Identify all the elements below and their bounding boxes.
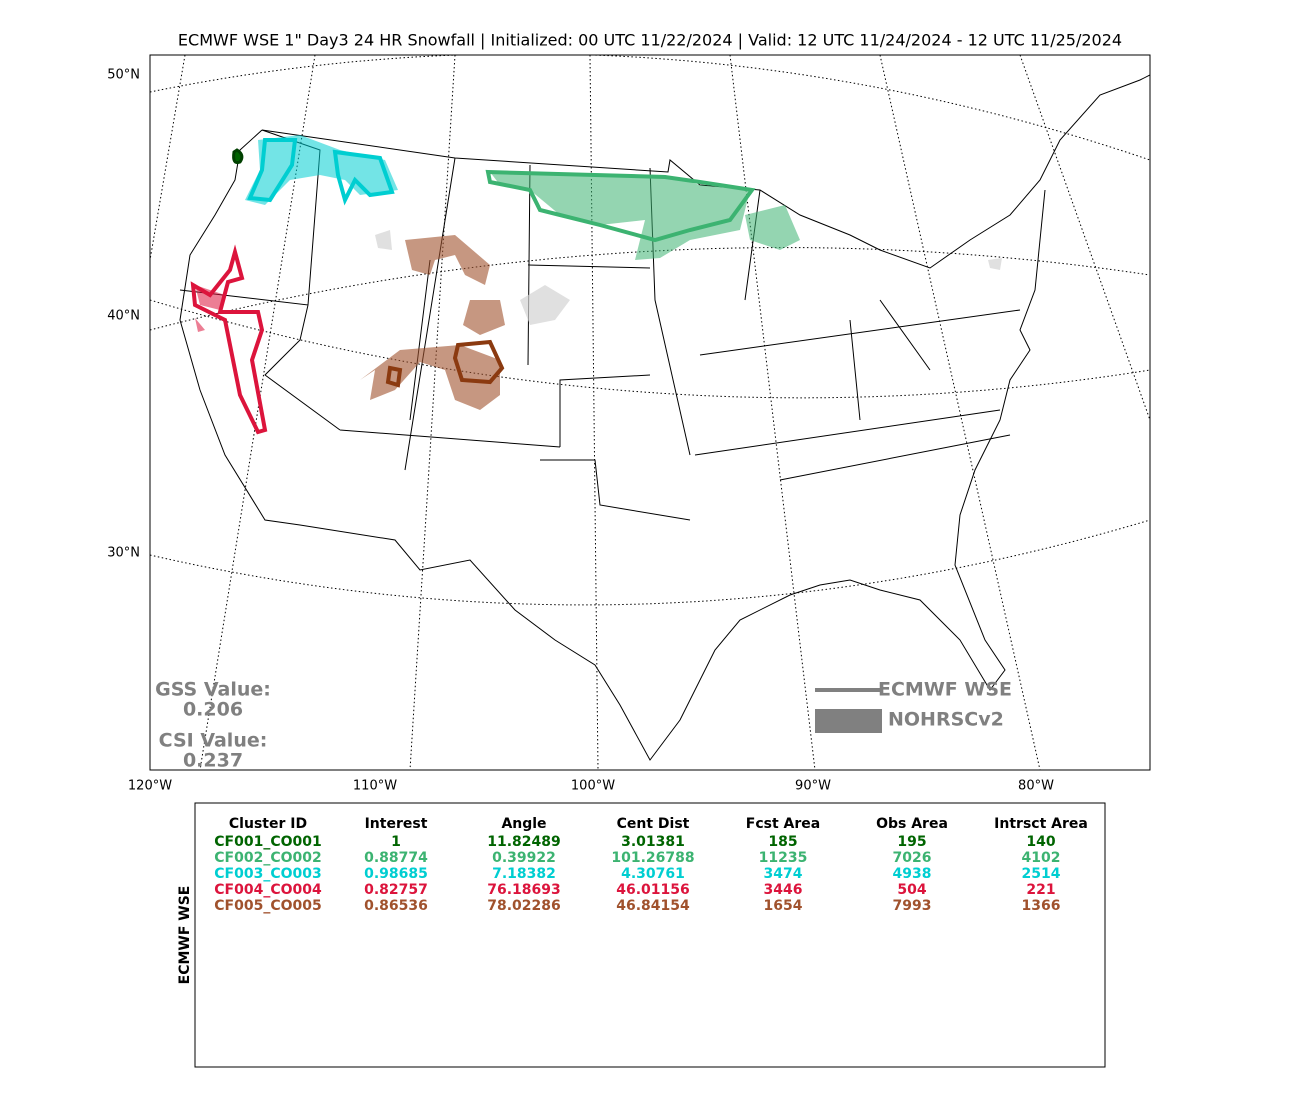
meridians — [150, 55, 1150, 770]
coastline — [179, 74, 1150, 761]
table-cell: 1654 — [764, 898, 803, 914]
table: ECMWF WSE Cluster ID Interest Angle Cent Di… — [177, 802, 1106, 1068]
lon-label: 120°W — [128, 779, 172, 794]
table-cell: 4102 — [1022, 850, 1061, 866]
table-cell: CF002_CO002 — [214, 850, 321, 866]
map: 50°N 40°N 30°N 120°W 110°W 100°W 90°W 80… — [107, 54, 1151, 794]
cluster-2-obs — [490, 172, 800, 260]
table-cell: 1 — [391, 834, 401, 850]
table-side-label: ECMWF WSE — [177, 886, 193, 985]
table-cell: 101.26788 — [611, 850, 694, 866]
column-header: Cent Dist — [617, 816, 690, 832]
column-header: Cluster ID — [229, 816, 307, 832]
table-cell: 0.82757 — [364, 882, 428, 898]
csi-label: CSI Value: — [159, 730, 268, 752]
title: ECMWF WSE 1" Day3 24 HR Snowfall | Initi… — [178, 31, 1122, 50]
table-cell: 46.84154 — [616, 898, 690, 914]
legend-label: NOHRSCv2 — [888, 709, 1004, 731]
cluster-3-fcst — [247, 138, 395, 206]
table-cell: 7.18382 — [492, 866, 556, 882]
table-cell: 0.88774 — [364, 850, 428, 866]
cluster-1 — [232, 148, 244, 164]
table-cell: 0.86536 — [364, 898, 428, 914]
table-cell: 7026 — [893, 850, 932, 866]
table-cell: 11.82489 — [487, 834, 561, 850]
lon-label: 80°W — [1018, 779, 1054, 794]
lon-label: 110°W — [353, 779, 397, 794]
gss-value: 0.206 — [183, 699, 243, 721]
table-cell: 46.01156 — [616, 882, 690, 898]
column-header: Obs Area — [876, 816, 948, 832]
table-cell: CF005_CO005 — [214, 898, 321, 914]
table-frame — [194, 802, 1106, 1068]
lat-label: 30°N — [107, 546, 140, 561]
table-cell: 0.39922 — [492, 850, 556, 866]
table-cell: 504 — [897, 882, 926, 898]
csi-value: 0.237 — [183, 750, 243, 772]
table-cell: CF003_CO003 — [214, 866, 321, 882]
table-cell: 4.30761 — [621, 866, 685, 882]
table-cell: 140 — [1026, 834, 1055, 850]
gss-label: GSS Value: — [155, 679, 271, 701]
lon-label: 100°W — [571, 779, 615, 794]
table-cell: CF001_CO001 — [214, 834, 321, 850]
table-cell: 3446 — [764, 882, 803, 898]
column-header: Intrsct Area — [994, 816, 1088, 832]
cluster-2-fcst — [485, 169, 756, 243]
table-cell: 4938 — [893, 866, 932, 882]
table-cell: CF004_CO004 — [214, 882, 322, 898]
table-cell: 3.01381 — [621, 834, 685, 850]
legend-label: ECMWF WSE — [878, 679, 1012, 701]
cluster-5-obs — [360, 235, 505, 410]
lat-label: 50°N — [107, 68, 140, 83]
table-cell: 11235 — [759, 850, 808, 866]
table-cell: 78.02286 — [487, 898, 561, 914]
cluster-5-fcst — [385, 339, 505, 388]
column-header: Angle — [501, 816, 546, 832]
lon-label: 90°W — [795, 779, 831, 794]
table-cell: 76.18693 — [487, 882, 561, 898]
column-header: Fcst Area — [746, 816, 820, 832]
table-cell: 3474 — [764, 866, 803, 882]
table-cell: 195 — [897, 834, 926, 850]
table-cell: 7993 — [893, 898, 932, 914]
unmatched-obs — [375, 230, 1002, 325]
table-cell: 2514 — [1022, 866, 1061, 882]
state-borders — [179, 129, 1021, 521]
lat-label: 40°N — [107, 309, 140, 324]
table-cell: 0.98685 — [364, 866, 428, 882]
column-header: Interest — [365, 816, 428, 832]
table-cell: 1366 — [1022, 898, 1061, 914]
cluster-4-fcst — [190, 244, 268, 435]
legend-swatch — [815, 709, 882, 733]
table-cell: 221 — [1026, 882, 1055, 898]
table-cell: 185 — [768, 834, 797, 850]
cluster-4-obs — [195, 285, 225, 332]
